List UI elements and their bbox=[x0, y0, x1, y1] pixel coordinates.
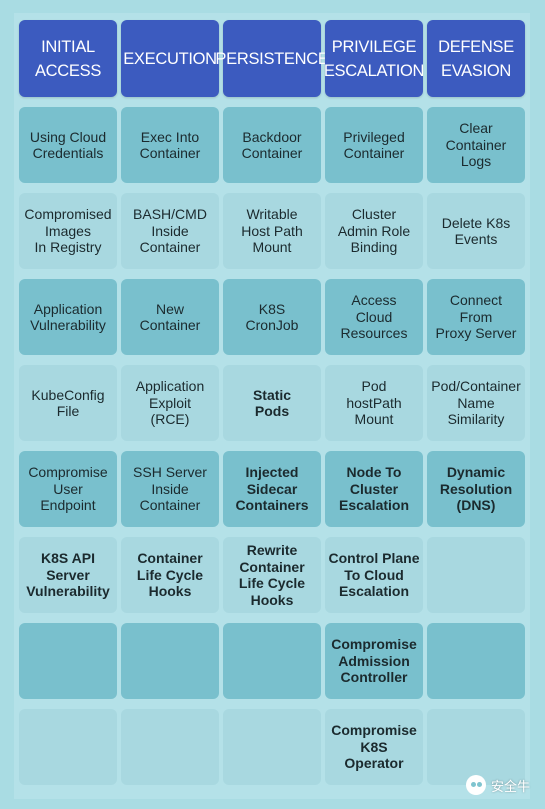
technique-cell: New Container bbox=[121, 279, 219, 355]
attack-matrix: INITIAL ACCESS EXECUTION PERSISTENCE PRI… bbox=[19, 20, 527, 785]
header-execution: EXECUTION bbox=[121, 20, 219, 97]
technique-cell: KubeConfig File bbox=[19, 365, 117, 441]
technique-cell: Backdoor Container bbox=[223, 107, 321, 183]
technique-cell: Compromised Images In Registry bbox=[19, 193, 117, 269]
technique-cell: Using Cloud Credentials bbox=[19, 107, 117, 183]
empty-cell bbox=[121, 709, 219, 785]
technique-cell: Privileged Container bbox=[325, 107, 423, 183]
technique-cell-bold: K8S API Server Vulnerability bbox=[19, 537, 117, 613]
watermark: 安全牛 bbox=[465, 775, 530, 795]
empty-cell bbox=[427, 537, 525, 613]
technique-cell: SSH Server Inside Container bbox=[121, 451, 219, 527]
empty-cell bbox=[427, 709, 525, 785]
empty-cell bbox=[223, 709, 321, 785]
technique-cell: Application Vulnerability bbox=[19, 279, 117, 355]
technique-cell: Cluster Admin Role Binding bbox=[325, 193, 423, 269]
empty-cell bbox=[223, 623, 321, 699]
technique-cell-bold: Node To Cluster Escalation bbox=[325, 451, 423, 527]
empty-cell bbox=[19, 709, 117, 785]
header-initial-access: INITIAL ACCESS bbox=[19, 20, 117, 97]
technique-cell-bold: Container Life Cycle Hooks bbox=[121, 537, 219, 613]
empty-cell bbox=[121, 623, 219, 699]
technique-cell-bold: Control Plane To Cloud Escalation bbox=[325, 537, 423, 613]
header-privilege-escalation: PRIVILEGE ESCALATION bbox=[324, 20, 424, 97]
empty-cell bbox=[19, 623, 117, 699]
technique-cell-bold: Compromise Admission Controller bbox=[325, 623, 423, 699]
header-defense-evasion: DEFENSE EVASION bbox=[427, 20, 525, 97]
technique-cell-bold: Dynamic Resolution (DNS) bbox=[427, 451, 525, 527]
technique-cell: Access Cloud Resources bbox=[325, 279, 423, 355]
technique-cell: K8S CronJob bbox=[223, 279, 321, 355]
technique-cell: Clear Container Logs bbox=[427, 107, 525, 183]
technique-cell: Pod hostPath Mount bbox=[325, 365, 423, 441]
technique-cell: Connect From Proxy Server bbox=[427, 279, 525, 355]
technique-cell: Exec Into Container bbox=[121, 107, 219, 183]
technique-cell: Delete K8s Events bbox=[427, 193, 525, 269]
technique-cell-bold: Compromise K8S Operator bbox=[325, 709, 423, 785]
technique-cell: Application Exploit (RCE) bbox=[121, 365, 219, 441]
technique-cell: Compromise User Endpoint bbox=[19, 451, 117, 527]
technique-cell: BASH/CMD Inside Container bbox=[121, 193, 219, 269]
wechat-icon bbox=[465, 775, 486, 795]
header-persistence: PERSISTENCE bbox=[215, 20, 329, 97]
technique-cell-bold: Rewrite Container Life Cycle Hooks bbox=[223, 537, 321, 613]
watermark-text: 安全牛 bbox=[490, 778, 530, 794]
empty-cell bbox=[427, 623, 525, 699]
technique-cell-bold: Injected Sidecar Containers bbox=[223, 451, 321, 527]
technique-cell-bold: Static Pods bbox=[223, 365, 321, 441]
technique-cell: Writable Host Path Mount bbox=[223, 193, 321, 269]
technique-cell: Pod/Container Name Similarity bbox=[427, 365, 525, 441]
